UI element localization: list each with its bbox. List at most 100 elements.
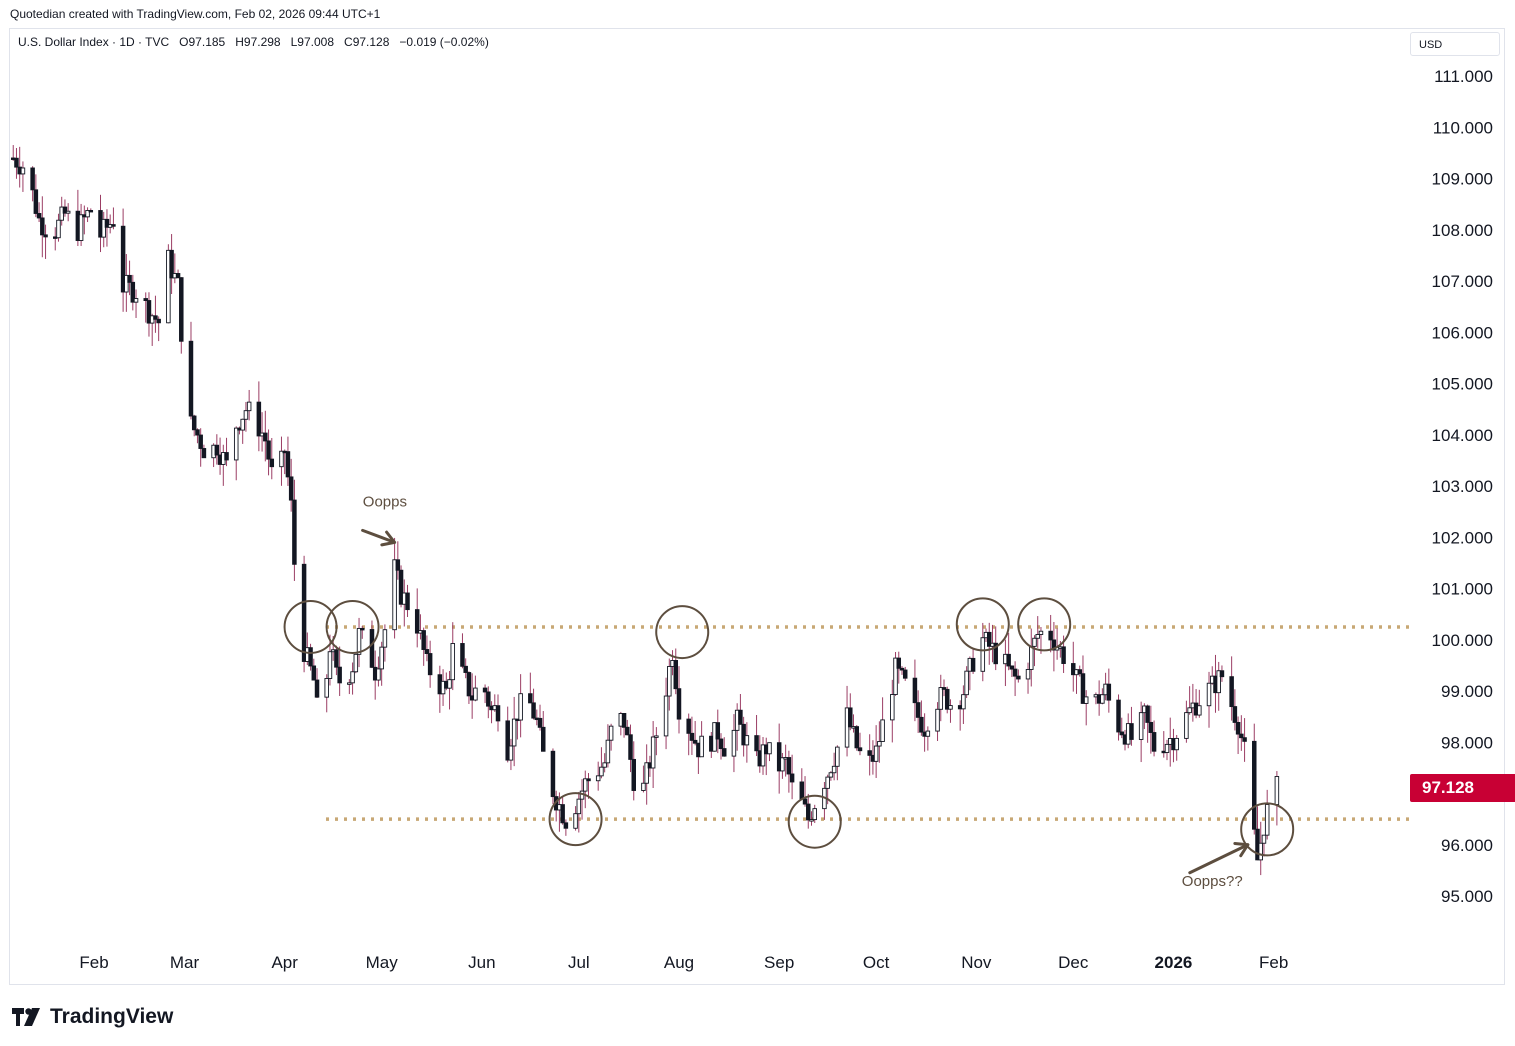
candle-body[interactable] <box>382 629 388 648</box>
candle-body[interactable] <box>101 218 106 238</box>
candle-body[interactable] <box>605 739 611 764</box>
candle-body[interactable] <box>873 745 879 762</box>
candle-body[interactable] <box>573 813 578 829</box>
candle-body[interactable] <box>812 808 817 821</box>
candle-body[interactable] <box>806 803 811 821</box>
candle-body[interactable] <box>111 224 116 227</box>
candle-body[interactable] <box>301 563 307 662</box>
candle-body[interactable] <box>1016 675 1021 680</box>
candle-body[interactable] <box>1235 721 1241 735</box>
candle-body[interactable] <box>689 732 695 741</box>
candle-body[interactable] <box>1274 776 1280 805</box>
candle-body[interactable] <box>625 726 630 736</box>
candle-body[interactable] <box>463 665 468 673</box>
candle-body[interactable] <box>214 444 220 456</box>
candle-body[interactable] <box>663 695 669 737</box>
candle-body[interactable] <box>528 693 533 704</box>
candle-body[interactable] <box>143 298 148 301</box>
highlight-circle[interactable] <box>955 597 1010 652</box>
candle-body[interactable] <box>1264 804 1270 836</box>
candle-body[interactable] <box>1071 663 1076 676</box>
candle-body[interactable] <box>78 214 84 241</box>
candle-body[interactable] <box>14 157 19 168</box>
candle-body[interactable] <box>427 653 433 676</box>
candle-body[interactable] <box>447 679 452 689</box>
candle-body[interactable] <box>754 735 759 752</box>
candle-body[interactable] <box>40 217 45 236</box>
candle-body[interactable] <box>880 719 885 742</box>
candle-body[interactable] <box>1038 630 1044 635</box>
candle-body[interactable] <box>104 218 110 228</box>
candle-body[interactable] <box>993 642 998 665</box>
candle-body[interactable] <box>279 450 284 468</box>
candle-body[interactable] <box>738 709 743 725</box>
candle-body[interactable] <box>899 667 905 671</box>
candle-body[interactable] <box>33 189 39 214</box>
candle-body[interactable] <box>30 167 35 191</box>
candle-body[interactable] <box>1184 712 1189 739</box>
candle-body[interactable] <box>667 666 672 697</box>
candle-body[interactable] <box>43 234 48 238</box>
candle-body[interactable] <box>1029 645 1034 670</box>
candle-body[interactable] <box>124 274 129 293</box>
candle-body[interactable] <box>179 277 184 342</box>
candle-body[interactable] <box>334 649 339 668</box>
candle-body[interactable] <box>1229 676 1234 708</box>
candle-body[interactable] <box>353 653 359 673</box>
candle-body[interactable] <box>912 677 918 704</box>
candle-body[interactable] <box>85 210 90 218</box>
candle-body[interactable] <box>576 798 582 815</box>
candle-body[interactable] <box>201 448 207 459</box>
candle-body[interactable] <box>621 713 627 728</box>
candle-body[interactable] <box>890 694 895 721</box>
candle-body[interactable] <box>450 643 456 681</box>
highlight-circle[interactable] <box>548 792 603 847</box>
candle-body[interactable] <box>828 772 834 778</box>
highlight-circle[interactable] <box>283 599 338 654</box>
candle-body[interactable] <box>1006 653 1011 667</box>
candle-body[interactable] <box>586 778 591 782</box>
candle-body[interactable] <box>877 741 882 747</box>
candle-body[interactable] <box>1261 834 1267 844</box>
candle-body[interactable] <box>1106 683 1112 701</box>
candle-body[interactable] <box>1197 705 1202 716</box>
candle-body[interactable] <box>398 569 404 605</box>
highlight-circle[interactable] <box>1240 802 1295 857</box>
candle-body[interactable] <box>970 657 976 672</box>
highlight-circle[interactable] <box>655 605 710 660</box>
candle-body[interactable] <box>133 298 139 303</box>
candle-body[interactable] <box>65 210 71 214</box>
candle-body[interactable] <box>721 748 727 757</box>
candle-body[interactable] <box>941 687 947 690</box>
candle-body[interactable] <box>919 716 924 733</box>
candle-body[interactable] <box>324 678 329 698</box>
candle-body[interactable] <box>188 340 194 417</box>
candle-body[interactable] <box>1216 670 1221 694</box>
candle-body[interactable] <box>686 718 691 734</box>
highlight-circle[interactable] <box>1017 597 1072 652</box>
candle-body[interactable] <box>628 734 633 760</box>
candle-body[interactable] <box>848 707 853 728</box>
candle-body[interactable] <box>531 702 536 719</box>
candle-body[interactable] <box>146 300 152 324</box>
candle-body[interactable] <box>854 726 859 749</box>
candle-body[interactable] <box>266 440 271 460</box>
candle-body[interactable] <box>644 762 649 784</box>
candle-body[interactable] <box>62 206 68 214</box>
candle-body[interactable] <box>130 281 136 303</box>
candle-body[interactable] <box>741 723 746 746</box>
candle-body[interactable] <box>36 213 42 219</box>
candle-body[interactable] <box>243 410 249 420</box>
candle-body[interactable] <box>786 757 792 775</box>
candle-body[interactable] <box>198 434 203 449</box>
candle-body[interactable] <box>56 219 61 239</box>
candle-body[interactable] <box>1242 737 1247 742</box>
candle-body[interactable] <box>1080 673 1086 704</box>
candle-body[interactable] <box>356 627 362 655</box>
candle-body[interactable] <box>233 427 239 461</box>
candle-body[interactable] <box>314 679 320 698</box>
candle-body[interactable] <box>88 210 94 213</box>
candle-body[interactable] <box>311 665 317 681</box>
candle-body[interactable] <box>473 687 478 701</box>
candle-body[interactable] <box>153 315 158 320</box>
